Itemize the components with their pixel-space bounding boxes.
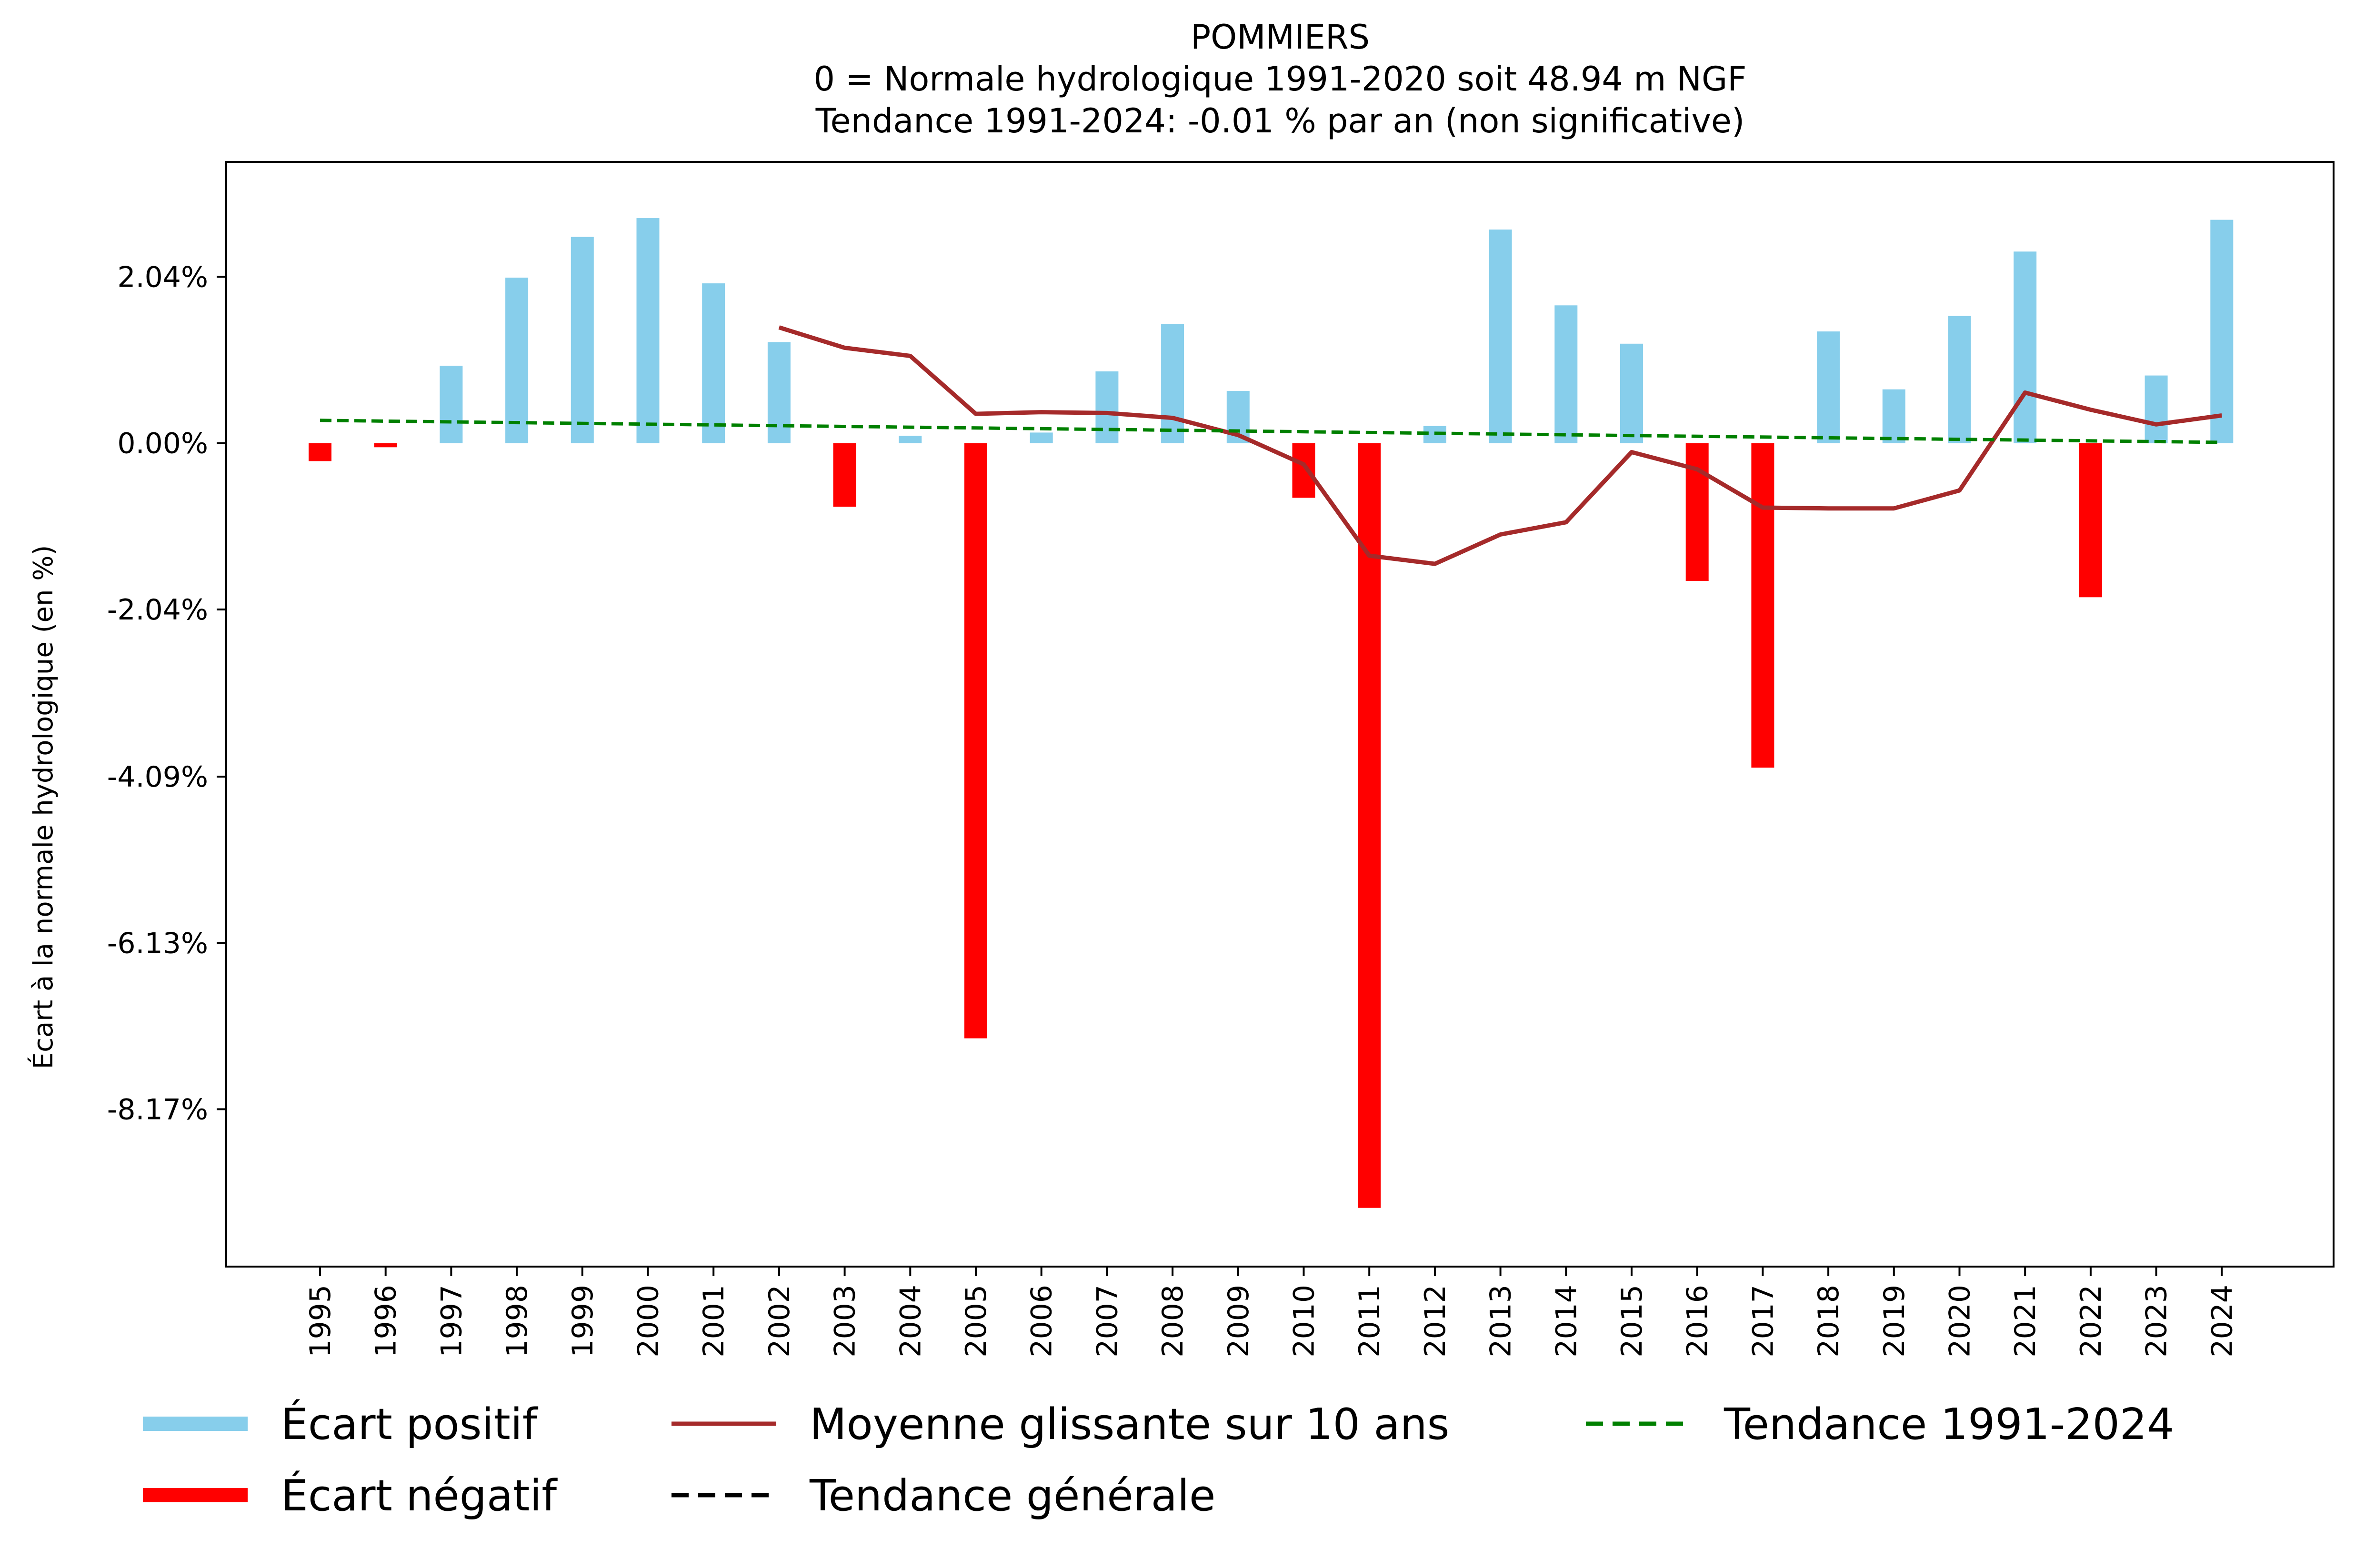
x-tick-label: 1998 bbox=[501, 1285, 534, 1358]
bar-2007 bbox=[1095, 371, 1119, 443]
y-tick-label: -6.13% bbox=[107, 927, 208, 960]
x-tick-label: 1997 bbox=[435, 1285, 468, 1358]
bar-2013 bbox=[1489, 230, 1512, 443]
legend-entry: Écart négatif bbox=[143, 1470, 558, 1521]
x-axis: 1995 1996 1997 1998 1999 2000 2001 2002 2003 2004… bbox=[304, 1267, 2239, 1358]
legend-entry: Moyenne glissante sur 10 ans bbox=[671, 1399, 1450, 1449]
x-tick-label: 2010 bbox=[1288, 1285, 1321, 1358]
bar-1998 bbox=[505, 278, 529, 443]
x-tick-label: 2005 bbox=[960, 1285, 993, 1358]
legend-label: Écart négatif bbox=[281, 1470, 558, 1521]
x-tick-label: 2000 bbox=[632, 1285, 665, 1358]
x-tick-label: 2001 bbox=[697, 1285, 731, 1358]
x-tick-label: 2019 bbox=[1878, 1285, 1911, 1358]
chart-title: POMMIERS 0 = Normale hydrologique 1991-2… bbox=[813, 18, 1746, 140]
bar-series bbox=[309, 218, 2234, 1208]
bar-2019 bbox=[1882, 389, 1905, 443]
bar-1995 bbox=[309, 443, 331, 461]
bar-2017 bbox=[1751, 443, 1774, 768]
x-tick-label: 2011 bbox=[1353, 1285, 1386, 1358]
bar-2000 bbox=[636, 218, 660, 443]
bar-2005 bbox=[964, 443, 987, 1039]
x-tick-label: 1995 bbox=[304, 1285, 337, 1358]
bar-1996 bbox=[374, 443, 397, 448]
x-tick-label: 2014 bbox=[1550, 1285, 1583, 1358]
x-tick-label: 1999 bbox=[566, 1285, 600, 1358]
bar-2014 bbox=[1554, 305, 1578, 443]
x-tick-label: 2017 bbox=[1746, 1285, 1780, 1358]
x-tick-label: 2022 bbox=[2074, 1285, 2108, 1358]
bar-2016 bbox=[1685, 443, 1709, 581]
bar-2022 bbox=[2079, 443, 2102, 598]
x-tick-label: 2006 bbox=[1025, 1285, 1059, 1358]
legend-label: Tendance 1991-2024 bbox=[1724, 1399, 2174, 1449]
y-tick-label: 2.04% bbox=[117, 260, 208, 294]
x-tick-label: 2003 bbox=[829, 1285, 862, 1358]
chart-title-line-1: POMMIERS bbox=[1191, 18, 1370, 57]
bar-2006 bbox=[1030, 432, 1053, 443]
plot-area-frame bbox=[225, 161, 2335, 1268]
bar-2021 bbox=[2014, 251, 2037, 443]
legend-entry: Écart positif bbox=[143, 1398, 539, 1449]
y-tick-label: 0.00% bbox=[117, 427, 208, 460]
chart-title-line-3: Tendance 1991-2024: -0.01 % par an (non … bbox=[815, 101, 1745, 140]
bar-1999 bbox=[571, 237, 594, 443]
legend-label: Écart positif bbox=[281, 1398, 539, 1449]
x-tick-label: 2008 bbox=[1156, 1285, 1190, 1358]
x-tick-label: 2015 bbox=[1615, 1285, 1649, 1358]
x-tick-label: 2004 bbox=[894, 1285, 927, 1358]
legend: Écart positif Écart négatif Moyenne glissa… bbox=[143, 1398, 2174, 1521]
bar-2002 bbox=[767, 342, 791, 443]
x-tick-label: 2012 bbox=[1419, 1285, 1452, 1358]
bar-2015 bbox=[1620, 343, 1643, 443]
x-tick-label: 1996 bbox=[370, 1285, 403, 1358]
x-tick-label: 2013 bbox=[1484, 1285, 1518, 1358]
bar-2010 bbox=[1292, 443, 1315, 498]
x-tick-label: 2024 bbox=[2205, 1285, 2239, 1358]
legend-label: Moyenne glissante sur 10 ans bbox=[810, 1399, 1450, 1449]
bar-2011 bbox=[1358, 443, 1381, 1208]
x-tick-label: 2007 bbox=[1091, 1285, 1124, 1358]
y-axis: 2.04% 0.00% -2.04% -4.09% -6.13% -8.17% bbox=[107, 260, 226, 1127]
bar-2024 bbox=[2210, 220, 2234, 443]
x-tick-label: 2018 bbox=[1812, 1285, 1845, 1358]
bar-2020 bbox=[1948, 316, 1971, 443]
x-tick-label: 2021 bbox=[2009, 1285, 2042, 1358]
y-axis-label: Écart à la normale hydrologique (en %) bbox=[28, 545, 59, 1069]
rolling-mean-line-series bbox=[778, 325, 2222, 566]
y-tick-label: -2.04% bbox=[107, 593, 208, 627]
line-series bbox=[320, 325, 2222, 566]
bar-1997 bbox=[440, 366, 463, 443]
x-tick-label: 2023 bbox=[2140, 1285, 2174, 1358]
legend-entry: Tendance 1991-2024 bbox=[1586, 1399, 2174, 1449]
bar-2003 bbox=[833, 443, 856, 507]
x-tick-label: 2009 bbox=[1222, 1285, 1255, 1358]
bar-2018 bbox=[1817, 331, 1840, 443]
trend-line-series bbox=[320, 419, 2222, 444]
legend-entry: Tendance générale bbox=[671, 1471, 1215, 1521]
bar-2004 bbox=[899, 436, 922, 443]
bar-2008 bbox=[1161, 324, 1184, 443]
x-tick-label: 2002 bbox=[763, 1285, 796, 1358]
bar-2023 bbox=[2145, 375, 2168, 443]
bar-2001 bbox=[702, 283, 725, 443]
y-tick-label: -8.17% bbox=[107, 1093, 208, 1127]
legend-label: Tendance générale bbox=[809, 1471, 1215, 1521]
x-tick-label: 2016 bbox=[1681, 1285, 1714, 1358]
chart-title-line-2: 0 = Normale hydrologique 1991-2020 soit … bbox=[813, 60, 1746, 99]
y-tick-label: -4.09% bbox=[107, 760, 208, 794]
x-tick-label: 2020 bbox=[1944, 1285, 1977, 1358]
